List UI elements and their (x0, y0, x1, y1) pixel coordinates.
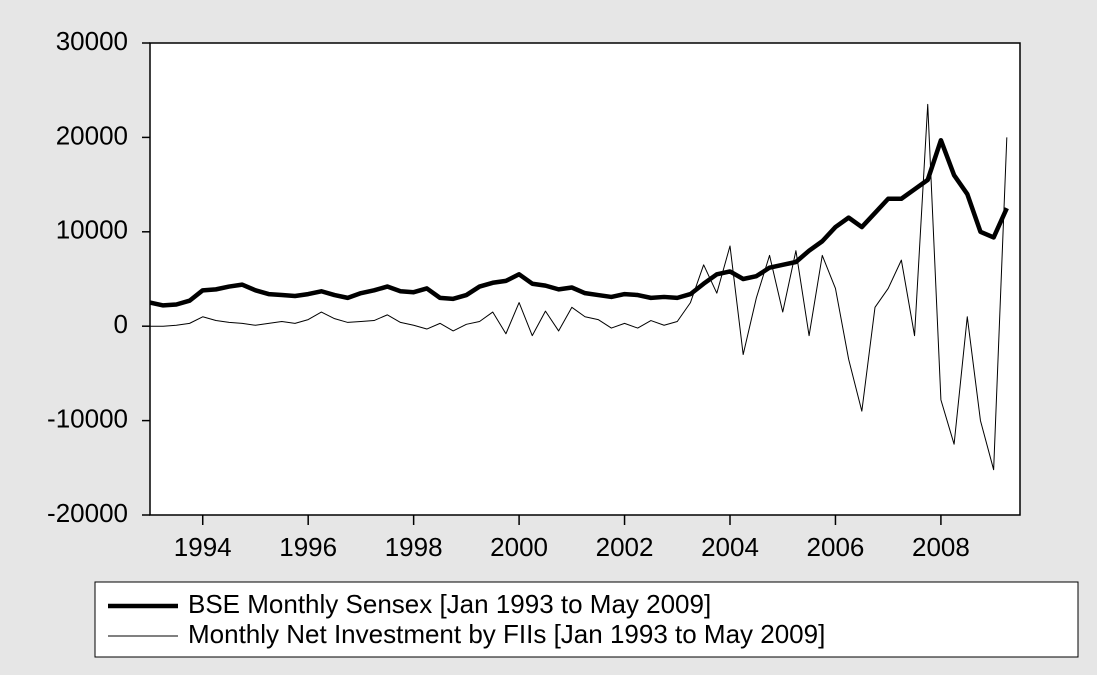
plot-area (149, 42, 1021, 516)
legend (94, 581, 1079, 658)
x-tick-label: 2000 (490, 532, 548, 562)
series-line (149, 137, 1009, 308)
series-line (150, 103, 1008, 471)
y-tick-label: 20000 (56, 120, 128, 150)
y-tick-label: -20000 (47, 498, 128, 528)
legend-label: BSE Monthly Sensex [Jan 1993 to May 2009… (188, 589, 711, 619)
y-tick-label: -10000 (47, 403, 128, 433)
x-tick-label: 1996 (279, 532, 337, 562)
x-tick-label: 2006 (807, 532, 865, 562)
x-tick-label: 2004 (701, 532, 759, 562)
y-tick-label: 10000 (56, 215, 128, 245)
x-tick-label: 2008 (912, 532, 970, 562)
x-tick-label: 1994 (174, 532, 232, 562)
legend-label: Monthly Net Investment by FIIs [Jan 1993… (188, 619, 825, 649)
x-tick-label: 1998 (385, 532, 443, 562)
y-tick-label: 30000 (56, 26, 128, 56)
y-tick-label: 0 (114, 309, 128, 339)
x-tick-label: 2002 (596, 532, 654, 562)
